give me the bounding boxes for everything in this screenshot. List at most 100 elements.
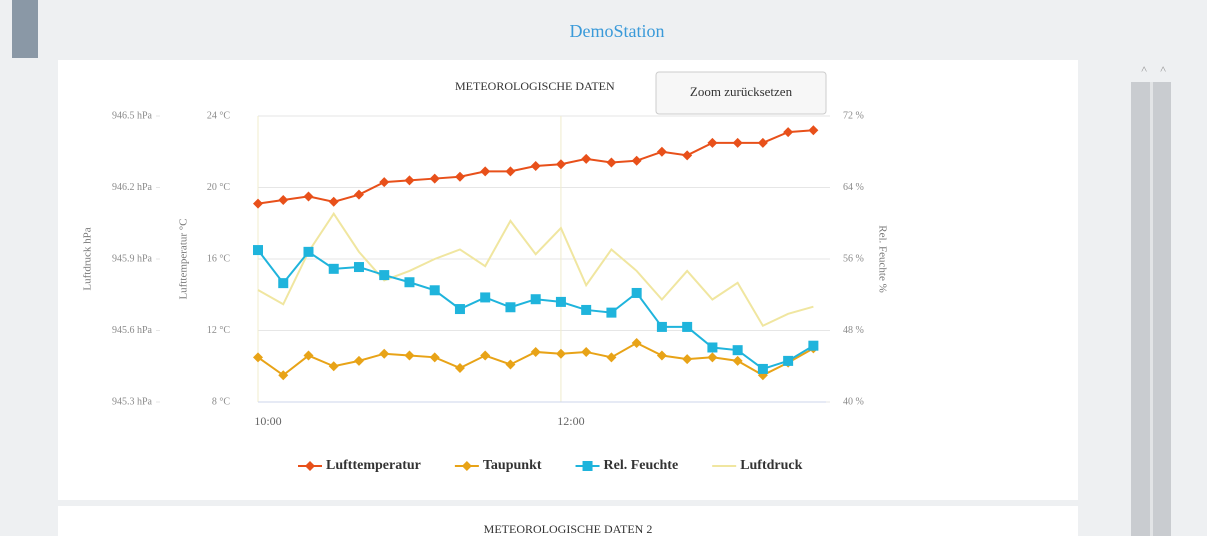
- data-point: [732, 345, 743, 356]
- y3-tick-label: 945.6 hPa: [112, 325, 153, 336]
- data-point: [656, 146, 667, 157]
- chart-card-2: [58, 506, 1078, 536]
- data-point: [656, 350, 667, 361]
- zoom-reset-button[interactable]: [655, 71, 827, 115]
- legend-label[interactable]: Rel. Feuchte: [604, 458, 679, 473]
- data-point: [555, 159, 566, 170]
- data-point: [631, 155, 642, 166]
- legend-item[interactable]: Rel. Feuchte: [575, 458, 679, 473]
- data-point: [278, 195, 289, 206]
- legend-marker: [582, 461, 593, 471]
- data-point: [581, 304, 592, 315]
- data-point: [732, 355, 743, 366]
- data-point: [808, 125, 819, 136]
- scrollbar-divider: [1150, 82, 1153, 536]
- legend-item[interactable]: Luftdruck: [712, 458, 803, 473]
- station-title: DemoStation: [570, 21, 665, 41]
- data-point: [328, 196, 339, 207]
- zoom-reset-label[interactable]: Zoom zurücksetzen: [690, 84, 793, 99]
- y3-tick-label: 946.2 hPa: [112, 182, 153, 193]
- data-point: [328, 361, 339, 372]
- legend-label[interactable]: Lufttemperatur: [326, 458, 421, 473]
- data-point: [303, 350, 314, 361]
- data-point: [480, 350, 491, 361]
- data-point: [454, 304, 465, 315]
- data-point: [555, 348, 566, 359]
- data-point: [353, 189, 364, 200]
- data-point: [505, 302, 516, 313]
- y3-tick-label: 945.9 hPa: [112, 253, 153, 264]
- data-point: [707, 342, 718, 353]
- data-point: [606, 307, 617, 318]
- legend-marker: [305, 461, 315, 471]
- data-point: [454, 171, 465, 182]
- y-tick-label: 16 °C: [207, 253, 230, 264]
- data-point: [682, 150, 693, 161]
- legend-item[interactable]: Taupunkt: [454, 458, 542, 473]
- data-point: [682, 354, 693, 365]
- data-point: [606, 157, 617, 168]
- data-point: [328, 263, 339, 274]
- data-point: [429, 173, 440, 184]
- data-point: [707, 137, 718, 148]
- data-point: [631, 338, 642, 349]
- data-point: [606, 352, 617, 363]
- menu-toggle[interactable]: [12, 0, 38, 58]
- data-point: [682, 321, 693, 332]
- x-tick-label: 10:00: [254, 414, 281, 428]
- y2-tick-label: 48 %: [843, 325, 864, 336]
- data-point: [379, 348, 390, 359]
- data-point: [707, 352, 718, 363]
- y2-tick-label: 40 %: [843, 396, 864, 407]
- legend-label[interactable]: Taupunkt: [483, 458, 542, 473]
- data-point: [404, 350, 415, 361]
- data-point: [631, 287, 642, 298]
- data-point: [404, 175, 415, 186]
- data-point: [480, 166, 491, 177]
- y2-tick-label: 64 %: [843, 182, 864, 193]
- data-point: [757, 137, 768, 148]
- data-point: [353, 355, 364, 366]
- series-line: [257, 211, 814, 328]
- data-point: [379, 270, 390, 281]
- data-point: [278, 370, 289, 381]
- data-point: [429, 285, 440, 296]
- x-tick-label: 12:00: [557, 414, 584, 428]
- scroll-up[interactable]: ˄: [1160, 64, 1166, 76]
- y3-axis-title: Luftdruck hPa: [82, 227, 94, 290]
- chart-title-2: METEOROLOGISCHE DATEN 2: [484, 522, 653, 536]
- scroll-up[interactable]: ˄: [1141, 64, 1147, 76]
- data-point: [808, 340, 819, 351]
- y-tick-label: 12 °C: [207, 325, 230, 336]
- chart-card: [58, 60, 1078, 500]
- y2-tick-label: 56 %: [843, 253, 864, 264]
- data-point: [783, 355, 794, 366]
- data-point: [505, 166, 516, 177]
- data-point: [530, 294, 541, 305]
- data-point: [253, 245, 263, 256]
- data-point: [783, 127, 794, 138]
- data-point: [454, 363, 465, 374]
- data-point: [505, 359, 516, 370]
- y2-axis-title: Rel. Feuchte %: [876, 225, 888, 293]
- y2-tick-label: 72 %: [843, 110, 864, 121]
- data-point: [530, 161, 541, 172]
- data-point: [253, 198, 263, 209]
- data-point: [656, 321, 667, 332]
- data-point: [303, 191, 314, 202]
- data-point: [253, 352, 263, 363]
- data-point: [278, 278, 289, 289]
- data-point: [303, 246, 314, 257]
- data-point: [530, 346, 541, 357]
- legend-item[interactable]: Lufttemperatur: [298, 458, 421, 473]
- legend-label[interactable]: Luftdruck: [740, 458, 802, 473]
- data-point: [353, 262, 364, 273]
- data-point: [404, 277, 415, 288]
- y-tick-label: 20 °C: [207, 182, 230, 193]
- y-axis-title: Lufttemperatur °C: [178, 218, 190, 299]
- legend-marker: [461, 461, 472, 471]
- y3-tick-label: 945.3 hPa: [112, 396, 153, 407]
- y3-tick-label: 946.5 hPa: [112, 110, 153, 121]
- data-point: [379, 177, 390, 188]
